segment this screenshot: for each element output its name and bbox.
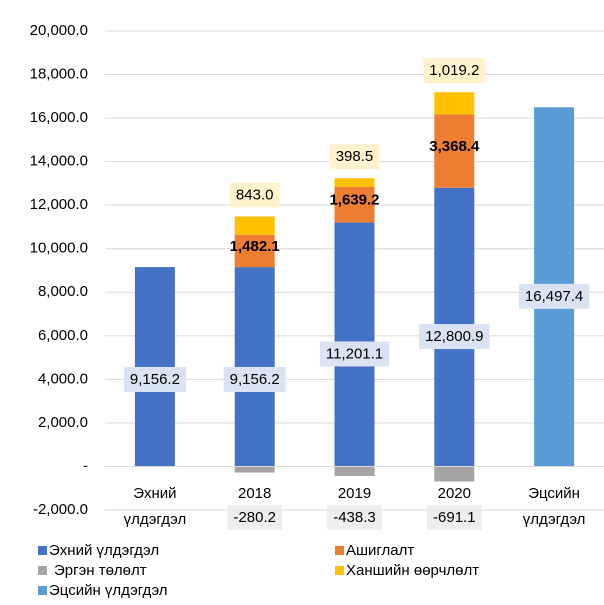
data-label: 16,497.4 bbox=[525, 288, 583, 305]
data-label-box bbox=[223, 366, 286, 392]
data-label: -280.2 bbox=[233, 509, 276, 526]
y-tick-label: -2,000.0 bbox=[33, 501, 88, 518]
legend-label: Эргэн төлөлт bbox=[54, 562, 147, 579]
data-label-group: 398.5 bbox=[329, 144, 380, 170]
bar-segment bbox=[434, 466, 475, 482]
data-label: 3,368.4 bbox=[429, 138, 480, 155]
legend-label: Эцсийн үлдэгдэл bbox=[49, 582, 168, 599]
data-label-box bbox=[518, 283, 590, 309]
data-label-group: 12,800.9 bbox=[419, 324, 490, 350]
y-tick-label: 12,000.0 bbox=[30, 196, 88, 213]
data-label-group: 1,019.2 bbox=[423, 58, 486, 84]
data-label-box bbox=[419, 324, 490, 350]
x-tick-label: Эцсийн үлдэгдэл bbox=[523, 485, 586, 528]
x-tick-label: 2018 bbox=[238, 485, 271, 502]
legend-swatch bbox=[38, 586, 47, 595]
y-tick-label: 4,000.0 bbox=[38, 370, 88, 387]
data-label-box bbox=[329, 144, 380, 170]
legend-label: Ашиглалт bbox=[346, 542, 414, 559]
data-label-group: 9,156.2 bbox=[223, 366, 286, 392]
data-label-group: 16,497.4 bbox=[518, 283, 590, 309]
bar-segment bbox=[434, 92, 475, 115]
data-label: 9,156.2 bbox=[230, 371, 280, 388]
y-tick-label: 20,000.0 bbox=[30, 22, 88, 39]
data-label-group: 9,156.2 bbox=[123, 366, 186, 392]
bar-segment bbox=[334, 186, 375, 223]
data-label: 1,019.2 bbox=[429, 62, 479, 79]
data-label: 843.0 bbox=[236, 186, 274, 203]
bar-segment bbox=[134, 267, 175, 467]
y-tick-label: 2,000.0 bbox=[38, 414, 88, 431]
bar-segment bbox=[334, 178, 375, 187]
bar-segment bbox=[234, 267, 275, 467]
data-label: 11,201.1 bbox=[326, 345, 383, 362]
data-label-box bbox=[427, 504, 482, 530]
y-tick-label: 16,000.0 bbox=[30, 109, 88, 126]
y-tick-label: 14,000.0 bbox=[30, 153, 88, 170]
data-label: -691.1 bbox=[433, 509, 476, 526]
data-label-group: 3,368.4 bbox=[429, 138, 480, 155]
data-label: 1,639.2 bbox=[329, 192, 379, 209]
data-label: 12,800.9 bbox=[425, 328, 483, 345]
bar-segment bbox=[234, 234, 275, 268]
data-label: 398.5 bbox=[336, 148, 374, 165]
y-tick-label: 18,000.0 bbox=[30, 66, 88, 83]
x-tick-label: Эхний үлдэгдэл bbox=[124, 485, 187, 528]
bar-segment bbox=[234, 466, 275, 473]
x-tick-label: 2019 bbox=[338, 485, 371, 502]
data-label-box bbox=[123, 366, 186, 392]
legend-swatch bbox=[335, 546, 344, 555]
data-label-group: 1,639.2 bbox=[329, 192, 379, 209]
y-tick-label: 8,000.0 bbox=[38, 283, 88, 300]
data-label-group: 11,201.1 bbox=[319, 341, 390, 367]
data-label-group: -280.2 bbox=[227, 504, 282, 530]
legend-swatch bbox=[335, 566, 344, 575]
y-tick-label: 10,000.0 bbox=[30, 240, 88, 257]
data-label-box bbox=[319, 341, 390, 367]
y-tick-label: 6,000.0 bbox=[38, 327, 88, 344]
data-label: 9,156.2 bbox=[130, 371, 180, 388]
legend-label: Ханшийн өөрчлөлт bbox=[346, 562, 479, 579]
data-label-box bbox=[327, 504, 382, 530]
y-tick-label: - bbox=[83, 457, 88, 474]
data-label-group: -438.3 bbox=[327, 504, 382, 530]
bar-segment bbox=[234, 216, 275, 235]
legend-swatch bbox=[38, 566, 47, 575]
bar-segment bbox=[434, 114, 475, 188]
data-label-group: 1,482.1 bbox=[230, 238, 280, 255]
data-label-group: 843.0 bbox=[229, 182, 280, 208]
data-label-box bbox=[227, 504, 282, 530]
data-label-box bbox=[423, 58, 486, 84]
data-label: -438.3 bbox=[333, 509, 376, 526]
data-label-group: -691.1 bbox=[427, 504, 482, 530]
legend-label: Эхний үлдэгдэл bbox=[49, 542, 159, 559]
data-label: 1,482.1 bbox=[230, 238, 280, 255]
data-label-box bbox=[229, 182, 280, 208]
x-tick-label: 2020 bbox=[438, 485, 471, 502]
legend-swatch bbox=[38, 546, 47, 555]
bar-segment bbox=[334, 466, 375, 476]
